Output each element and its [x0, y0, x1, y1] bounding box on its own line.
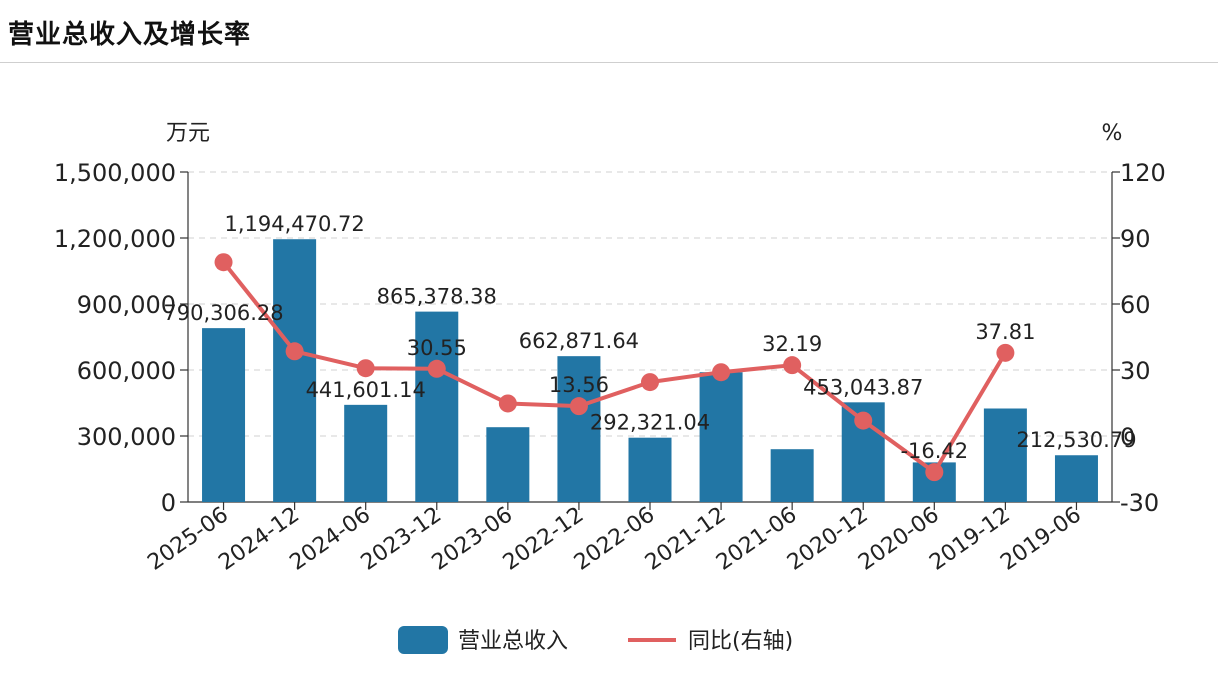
line-point	[712, 363, 731, 382]
bar	[770, 449, 814, 502]
legend-label-bar: 营业总收入	[458, 629, 568, 654]
legend-swatch-bar	[398, 626, 448, 654]
line-point	[356, 359, 375, 378]
line-point	[854, 411, 873, 430]
right-axis-tick-label: 0	[1120, 423, 1135, 451]
bar	[415, 311, 459, 502]
left-axis-tick-label: 1,200,000	[54, 225, 176, 253]
x-axis-tick-label: 2021-06	[712, 502, 802, 575]
bar	[1054, 455, 1098, 502]
left-axis-tick-label: 1,500,000	[54, 159, 176, 187]
left-axis-tick-label: 300,000	[77, 423, 176, 451]
line-point	[569, 397, 588, 416]
bar-data-label: 865,378.38	[377, 285, 497, 309]
line-point	[925, 463, 944, 482]
x-axis-tick-label: 2021-12	[641, 502, 731, 575]
bar	[699, 372, 743, 502]
bar-data-label: 790,306.28	[163, 301, 283, 325]
x-axis-tick-label: 2019-06	[996, 502, 1086, 575]
x-axis-tick-label: 2025-06	[143, 502, 233, 575]
x-axis-tick-label: 2024-12	[214, 502, 304, 575]
left-axis-tick-label: 900,000	[77, 291, 176, 319]
bar	[273, 239, 317, 503]
line-data-label: 30.55	[407, 336, 467, 360]
x-axis-tick-label: 2020-06	[854, 502, 944, 575]
bar-data-label: 212,530.79	[1016, 428, 1136, 452]
bar-data-label: 453,043.87	[803, 375, 923, 399]
line-data-label: -16.42	[900, 439, 968, 463]
line-point	[427, 359, 446, 378]
bar	[557, 356, 601, 502]
right-axis-tick-label: -30	[1120, 489, 1159, 517]
right-axis-tick-label: 120	[1120, 159, 1166, 187]
left-axis-tick-label: 0	[161, 489, 176, 517]
bar-data-label: 292,321.04	[590, 411, 710, 435]
line-point	[498, 394, 517, 413]
bar	[344, 404, 388, 502]
bar	[628, 437, 672, 502]
line-point	[285, 342, 304, 361]
x-axis-tick-label: 2022-12	[499, 502, 589, 575]
line-point	[996, 343, 1015, 362]
page-title: 营业总收入及增长率	[8, 20, 252, 50]
left-axis-unit: 万元	[166, 121, 210, 146]
x-axis-tick-label: 2024-06	[285, 502, 375, 575]
line-data-label: 37.81	[975, 320, 1035, 344]
bar-data-label: 662,871.64	[519, 329, 639, 353]
line-data-label: 13.56	[549, 373, 609, 397]
right-axis-tick-label: 30	[1120, 357, 1151, 385]
line-point	[641, 373, 659, 392]
right-axis-unit: %	[1102, 121, 1123, 146]
left-axis-tick-label: 600,000	[77, 357, 176, 385]
chart-header: 营业总收入及增长率	[0, 0, 1218, 63]
legend-label-line: 同比(右轴)	[688, 629, 793, 654]
x-axis-tick-label: 2019-12	[925, 502, 1015, 575]
bar-data-label: 1,194,470.72	[224, 212, 364, 236]
line-point	[214, 253, 233, 272]
x-axis-tick-label: 2022-06	[570, 502, 660, 575]
x-axis-tick-label: 2023-06	[428, 502, 518, 575]
line-point	[783, 356, 802, 375]
right-axis-tick-label: 60	[1120, 291, 1151, 319]
bar	[202, 328, 246, 502]
bar	[983, 408, 1027, 502]
line-data-label: 32.19	[762, 332, 822, 356]
x-axis-tick-label: 2023-12	[357, 502, 447, 575]
right-axis-tick-label: 90	[1120, 225, 1151, 253]
bar	[486, 427, 530, 502]
line-series-path	[221, 260, 1008, 475]
bar-data-label: 441,601.14	[306, 378, 426, 402]
x-axis-tick-label: 2020-12	[783, 502, 873, 575]
